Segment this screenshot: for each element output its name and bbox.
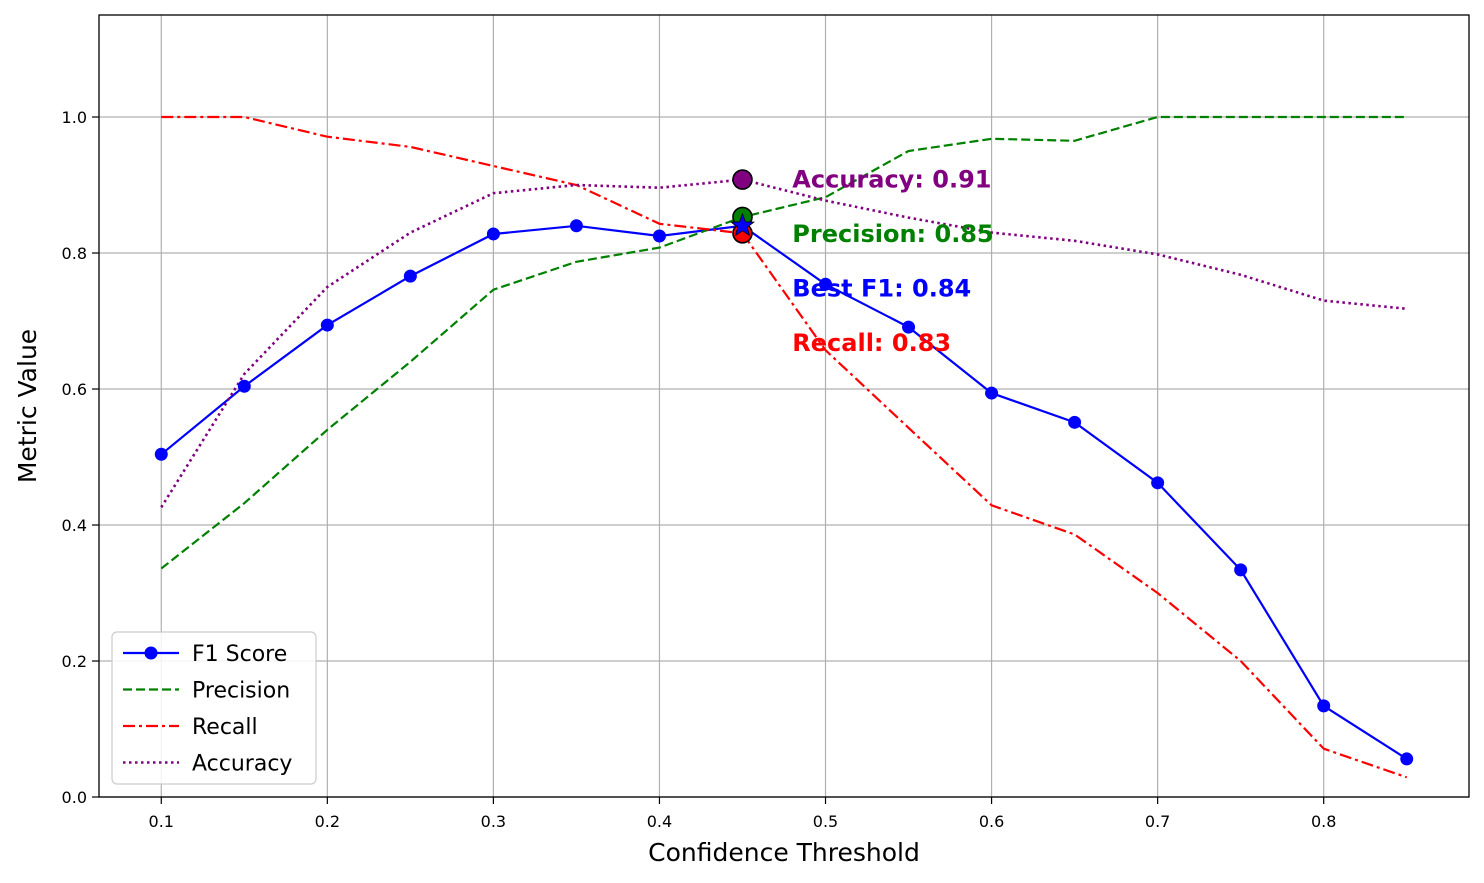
data-point-f1-score [652, 229, 666, 243]
best-threshold-markers [729, 169, 756, 244]
legend-label-precision: Precision [192, 679, 290, 704]
x-tick-label: 0.8 [1311, 812, 1336, 831]
axis-ticks: 0.1 0.2 0.3 0.4 0.5 0.6 0.7 0.8 0.0 0.2 0.4 0.6 0.8 1… [62, 108, 1337, 831]
x-tick-label: 0.4 [647, 812, 672, 831]
y-tick-label: 0.6 [62, 380, 87, 399]
legend[interactable]: F1 Score Precision Recall Accuracy [111, 631, 317, 785]
x-tick-label: 0.1 [149, 812, 174, 831]
x-tick-label: 0.6 [979, 812, 1004, 831]
series-line-recall [161, 115, 1408, 779]
data-point-f1-score [1317, 699, 1331, 713]
data-point-f1-score [1234, 563, 1248, 577]
annotations: Accuracy: 0.91 Precision: 0.85 Best F1: 0.… [792, 166, 993, 357]
data-point-f1-score [403, 269, 417, 283]
y-tick-label: 0.8 [62, 244, 87, 263]
data-point-f1-score [569, 219, 583, 233]
y-tick-label: 1.0 [62, 108, 87, 127]
annotation-best-f1: Best F1: 0.84 [792, 274, 971, 302]
x-axis-label: Confidence Threshold [648, 838, 920, 867]
data-point-f1-score [1400, 752, 1414, 766]
data-point-f1-score [902, 320, 916, 334]
best-marker-accuracy [732, 169, 753, 190]
series-line-f1-score [160, 224, 1408, 760]
annotation-recall: Recall: 0.83 [792, 329, 951, 357]
data-point-f1-score [320, 318, 334, 332]
data-point-f1-score [1068, 415, 1082, 429]
plot-frame [98, 14, 1470, 798]
x-tick-label: 0.5 [813, 812, 838, 831]
series-markers [154, 219, 1414, 766]
legend-marker-f1-score [144, 646, 158, 660]
data-point-f1-score [486, 227, 500, 241]
best-marker-f1 [729, 212, 756, 237]
legend-label-recall: Recall [192, 715, 258, 740]
data-point-f1-score [237, 379, 251, 393]
x-tick-label: 0.7 [1145, 812, 1170, 831]
y-tick-label: 0.2 [62, 652, 87, 671]
series-line-precision [160, 115, 1407, 570]
y-tick-label: 0.0 [62, 788, 87, 807]
legend-label-f1-score: F1 Score [192, 642, 287, 667]
y-axis-label: Metric Value [13, 329, 42, 483]
legend-label-accuracy: Accuracy [192, 752, 292, 777]
annotation-accuracy: Accuracy: 0.91 [792, 166, 991, 194]
annotation-precision: Precision: 0.85 [792, 220, 993, 248]
x-tick-label: 0.2 [315, 812, 340, 831]
series-line-accuracy [160, 178, 1407, 508]
data-point-f1-score [985, 386, 999, 400]
series-lines [160, 115, 1408, 779]
legend-box [111, 631, 317, 785]
y-tick-label: 0.4 [62, 516, 87, 535]
data-point-f1-score [1151, 476, 1165, 490]
x-tick-label: 0.3 [481, 812, 506, 831]
data-point-f1-score [819, 277, 833, 291]
data-point-f1-score [154, 447, 168, 461]
